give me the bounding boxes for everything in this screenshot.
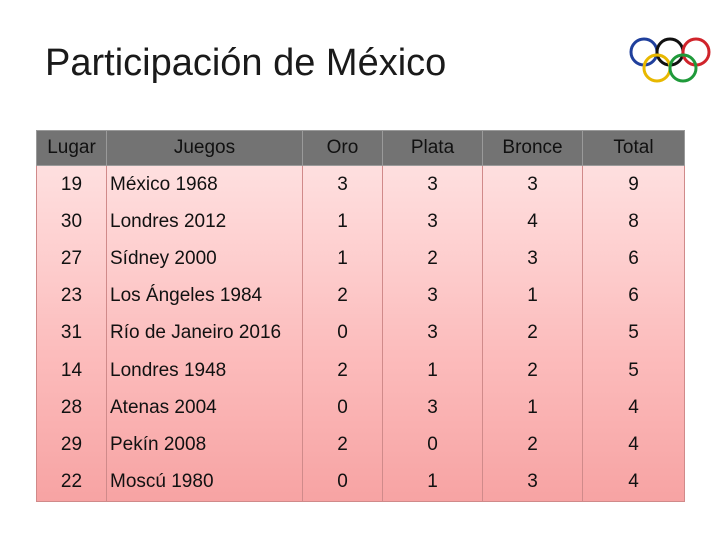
- cell-gold: 1: [302, 240, 383, 278]
- cell-gold: 2: [302, 352, 383, 390]
- cell-bronze: 1: [482, 389, 583, 427]
- cell-silver: 3: [382, 203, 483, 241]
- cell-gold: 0: [302, 389, 383, 427]
- table-row: 22 Moscú 1980 0 1 3 4: [36, 463, 685, 502]
- cell-place: 14: [36, 352, 107, 390]
- header-gold: Oro: [302, 130, 383, 166]
- table-row: 28 Atenas 2004 0 3 1 4: [36, 389, 685, 427]
- header-place: Lugar: [36, 130, 107, 166]
- cell-total: 8: [582, 203, 685, 241]
- table-row: 31 Río de Janeiro 2016 0 3 2 5: [36, 314, 685, 353]
- cell-place: 30: [36, 203, 107, 241]
- cell-bronze: 3: [482, 165, 583, 204]
- header-silver: Plata: [382, 130, 483, 166]
- header-games: Juegos: [106, 130, 303, 166]
- cell-total: 6: [582, 240, 685, 278]
- cell-total: 5: [582, 314, 685, 353]
- cell-silver: 1: [382, 352, 483, 390]
- cell-gold: 3: [302, 165, 383, 204]
- cell-silver: 3: [382, 165, 483, 204]
- cell-games: Atenas 2004: [106, 389, 303, 427]
- page-title: Participación de México: [45, 42, 447, 84]
- cell-bronze: 2: [482, 426, 583, 464]
- cell-place: 28: [36, 389, 107, 427]
- ring-blue: [629, 37, 659, 67]
- cell-place: 19: [36, 165, 107, 204]
- cell-bronze: 2: [482, 314, 583, 353]
- cell-games: Londres 1948: [106, 352, 303, 390]
- ring-red: [681, 37, 711, 67]
- cell-games: Pekín 2008: [106, 426, 303, 464]
- cell-games: Los Ángeles 1984: [106, 277, 303, 315]
- cell-silver: 0: [382, 426, 483, 464]
- cell-place: 27: [36, 240, 107, 278]
- cell-silver: 2: [382, 240, 483, 278]
- table-row: 29 Pekín 2008 2 0 2 4: [36, 426, 685, 464]
- cell-games: Londres 2012: [106, 203, 303, 241]
- table-row: 23 Los Ángeles 1984 2 3 1 6: [36, 277, 685, 315]
- cell-silver: 1: [382, 463, 483, 502]
- cell-place: 23: [36, 277, 107, 315]
- cell-place: 31: [36, 314, 107, 353]
- ring-yellow: [642, 53, 672, 83]
- medal-table: Lugar Juegos Oro Plata Bronce Total 19 M…: [36, 130, 685, 502]
- table-row: 14 Londres 1948 2 1 2 5: [36, 352, 685, 390]
- cell-games: México 1968: [106, 165, 303, 204]
- cell-silver: 3: [382, 314, 483, 353]
- table-row: 27 Sídney 2000 1 2 3 6: [36, 240, 685, 278]
- cell-silver: 3: [382, 277, 483, 315]
- cell-total: 6: [582, 277, 685, 315]
- header-total: Total: [582, 130, 685, 166]
- table-row: 19 México 1968 3 3 3 9: [36, 165, 685, 204]
- cell-bronze: 4: [482, 203, 583, 241]
- cell-gold: 1: [302, 203, 383, 241]
- ring-black: [655, 37, 685, 67]
- cell-gold: 0: [302, 314, 383, 353]
- cell-total: 4: [582, 463, 685, 502]
- olympic-rings-icon: [629, 37, 711, 83]
- cell-gold: 0: [302, 463, 383, 502]
- table-row: 30 Londres 2012 1 3 4 8: [36, 203, 685, 241]
- cell-games: Moscú 1980: [106, 463, 303, 502]
- cell-bronze: 2: [482, 352, 583, 390]
- cell-bronze: 1: [482, 277, 583, 315]
- cell-total: 4: [582, 426, 685, 464]
- cell-silver: 3: [382, 389, 483, 427]
- cell-total: 9: [582, 165, 685, 204]
- cell-gold: 2: [302, 277, 383, 315]
- cell-total: 4: [582, 389, 685, 427]
- cell-gold: 2: [302, 426, 383, 464]
- cell-total: 5: [582, 352, 685, 390]
- header-bronze: Bronce: [482, 130, 583, 166]
- cell-bronze: 3: [482, 240, 583, 278]
- cell-place: 22: [36, 463, 107, 502]
- cell-games: Río de Janeiro 2016: [106, 314, 303, 353]
- table-header-row: Lugar Juegos Oro Plata Bronce Total: [36, 130, 685, 166]
- cell-place: 29: [36, 426, 107, 464]
- cell-games: Sídney 2000: [106, 240, 303, 278]
- ring-green: [668, 53, 698, 83]
- cell-bronze: 3: [482, 463, 583, 502]
